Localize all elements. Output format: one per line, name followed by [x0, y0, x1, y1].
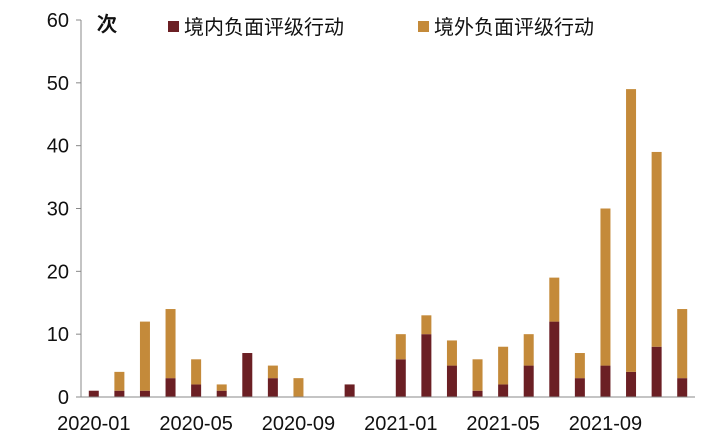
legend-swatch [168, 21, 179, 32]
bar-segment-overseas [651, 151, 662, 347]
bar-segment-domestic [165, 378, 176, 397]
bar-segment-domestic [549, 321, 560, 397]
legend-label: 境外负面评级行动 [434, 15, 594, 39]
legend-swatch [418, 21, 429, 32]
bars [88, 89, 688, 397]
x-tick-label: 2020-01 [57, 413, 130, 435]
bar-segment-domestic [344, 384, 355, 397]
legend: 境内负面评级行动 境外负面评级行动 [168, 15, 594, 39]
bar-segment-domestic [498, 384, 509, 397]
x-tick-label: 2021-05 [466, 413, 539, 435]
y-tick-label: 10 [47, 324, 69, 346]
x-tick-label: 2021-09 [569, 413, 642, 435]
bar-segment-domestic [421, 334, 432, 397]
bar-segment-overseas [191, 359, 202, 385]
bar-segment-overseas [600, 208, 611, 366]
bar-segment-domestic [626, 371, 637, 397]
bar-segment-domestic [523, 365, 534, 397]
x-tick-label: 2020-09 [262, 413, 335, 435]
bar-segment-overseas [139, 321, 150, 391]
bar-segment-overseas [574, 353, 585, 379]
bar-segment-overseas [293, 378, 304, 397]
bar-segment-domestic [574, 378, 585, 397]
bar-segment-overseas [472, 359, 483, 391]
bar-segment-overseas [216, 384, 227, 391]
bar-segment-overseas [165, 309, 176, 379]
x-tick-label: 2020-05 [159, 413, 232, 435]
bar-segment-overseas [626, 89, 637, 372]
bar-segment-domestic [139, 390, 150, 397]
y-axis-ticks: 0 10 20 30 40 50 60 [47, 10, 81, 409]
bar-segment-overseas [395, 334, 406, 360]
bar-segment-domestic [446, 365, 457, 397]
legend-label: 境内负面评级行动 [184, 15, 344, 39]
bar-segment-domestic [114, 390, 125, 397]
bar-segment-domestic [600, 365, 611, 397]
bar-segment-domestic [395, 359, 406, 397]
y-tick-label: 60 [47, 10, 69, 32]
y-tick-label: 30 [47, 199, 69, 221]
y-tick-label: 40 [47, 136, 69, 158]
bar-segment-domestic [651, 346, 662, 397]
bar-segment-overseas [549, 277, 560, 322]
bar-segment-domestic [267, 378, 278, 397]
bar-segment-overseas [523, 334, 534, 366]
y-tick-label: 50 [47, 73, 69, 95]
bar-segment-overseas [267, 365, 278, 379]
y-tick-label: 20 [47, 261, 69, 283]
x-tick-label: 2021-01 [364, 413, 437, 435]
bar-segment-overseas [421, 315, 432, 335]
bar-segment-domestic [242, 353, 253, 397]
y-tick-label: 0 [58, 387, 69, 409]
bar-segment-domestic [88, 390, 99, 397]
bar-segment-domestic [472, 390, 483, 397]
y-axis-unit-label: 次 [97, 12, 117, 36]
bar-segment-overseas [677, 309, 688, 379]
bar-segment-domestic [191, 384, 202, 397]
bar-segment-overseas [446, 340, 457, 366]
bar-segment-domestic [677, 378, 688, 397]
x-axis-ticks: 2020-01 2020-05 2020-09 2021-01 2021-05 2021-… [57, 413, 642, 435]
bar-segment-overseas [114, 371, 125, 391]
bar-segment-domestic [216, 390, 227, 397]
bar-segment-overseas [498, 346, 509, 385]
